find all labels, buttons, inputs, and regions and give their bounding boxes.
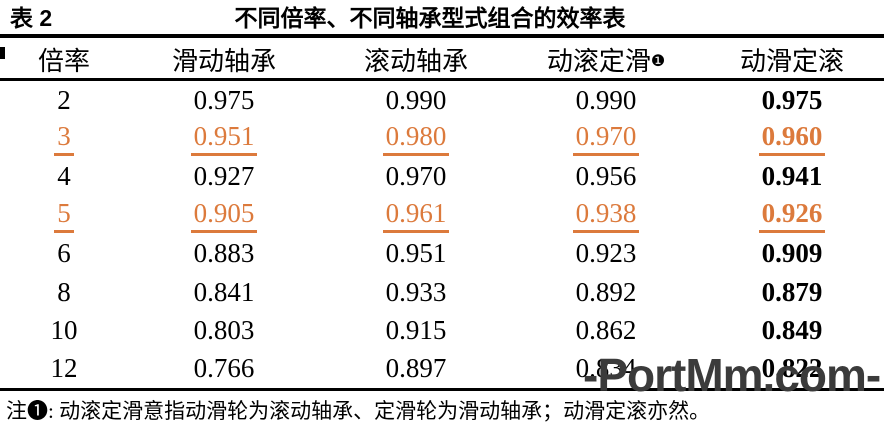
top-rule	[0, 34, 884, 38]
value-cell: 0.849	[761, 315, 823, 346]
value-cell: 0.923	[575, 238, 637, 269]
value-cell: 0.975	[761, 84, 823, 115]
value-cell: 0.927	[193, 161, 255, 192]
table-header-row: 倍率 滑动轴承 滚动轴承 动滚定滑❶ 动滑定滚	[0, 40, 884, 78]
value-cell: 0.956	[575, 161, 637, 192]
footnote-marker-icon: ❶	[650, 52, 666, 70]
scan-edge-artifact	[0, 47, 5, 59]
value-cell: 0.822	[761, 353, 823, 384]
value-cell: 0.879	[761, 276, 823, 307]
table-body: 2 0.975 0.990 0.990 0.975 3 0.951 0.980 …	[0, 81, 884, 388]
value-cell: 0.933	[385, 276, 447, 307]
value-cell: 0.970	[385, 161, 447, 192]
table-row: 6 0.883 0.951 0.923 0.909	[0, 235, 884, 273]
value-cell: 0.892	[575, 276, 637, 307]
value-cell: 0.938	[512, 198, 700, 233]
table-label: 表 2	[10, 5, 53, 31]
value-cell: 0.766	[193, 353, 255, 384]
table-row: 10 0.803 0.915 0.862 0.849	[0, 311, 884, 349]
table-row: 2 0.975 0.990 0.990 0.975	[0, 81, 884, 119]
ratio-cell: 6	[57, 238, 71, 269]
value-cell: 0.951	[385, 238, 447, 269]
table-title: 不同倍率、不同轴承型式组合的效率表	[234, 5, 626, 31]
value-cell: 0.883	[193, 238, 255, 269]
value-cell: 0.990	[385, 84, 447, 115]
value-cell: 0.970	[512, 121, 700, 156]
value-cell: 0.803	[193, 315, 255, 346]
table-row-highlighted: 5 0.905 0.961 0.938 0.926	[0, 196, 884, 234]
column-header-rolling-bearing: 滚动轴承	[363, 46, 468, 76]
column-header-moving-sliding-fixed-rolling: 动滑定滚	[739, 46, 844, 76]
title-bar: 表 2 不同倍率、不同轴承型式组合的效率表	[0, 3, 884, 33]
value-cell: 0.862	[575, 315, 637, 346]
header-rule	[0, 78, 884, 81]
ratio-cell: 5	[0, 198, 128, 233]
ratio-cell: 12	[50, 353, 78, 384]
value-cell: 0.990	[575, 84, 637, 115]
table-row-highlighted: 3 0.951 0.980 0.970 0.960	[0, 119, 884, 157]
value-cell: 0.841	[193, 276, 255, 307]
watermark: -PortMm.com-	[583, 349, 881, 401]
value-cell: 0.897	[385, 353, 447, 384]
value-cell: 0.960	[700, 121, 884, 156]
column-header-moving-rolling-fixed-sliding: 动滚定滑❶	[546, 46, 666, 76]
ratio-cell: 4	[57, 161, 71, 192]
table-footnote: 注❶: 动滚定滑意指动滑轮为滚动轴承、定滑轮为滑动轴承；动滑定滚亦然。	[6, 399, 711, 423]
ratio-cell: 10	[50, 315, 78, 346]
table-row: 4 0.927 0.970 0.956 0.941	[0, 158, 884, 196]
bottom-rule	[0, 388, 884, 391]
value-cell: 0.905	[128, 198, 320, 233]
value-cell: 0.915	[385, 315, 447, 346]
ratio-cell: 2	[57, 84, 71, 115]
ratio-cell: 3	[0, 121, 128, 156]
ratio-cell: 8	[57, 276, 71, 307]
table-row: 8 0.841 0.933 0.892 0.879	[0, 273, 884, 311]
value-cell: 0.961	[320, 198, 512, 233]
value-cell: 0.975	[193, 84, 255, 115]
value-cell: 0.941	[761, 161, 823, 192]
value-cell: 0.909	[761, 238, 823, 269]
column-header-ratio: 倍率	[37, 46, 90, 76]
value-cell: 0.951	[128, 121, 320, 156]
table-row: 12 0.766 0.897 0.834 0.822	[0, 350, 884, 388]
value-cell: 0.980	[320, 121, 512, 156]
value-cell: 0.926	[700, 198, 884, 233]
column-header-sliding-bearing: 滑动轴承	[171, 46, 276, 76]
value-cell: 0.834	[575, 353, 637, 384]
